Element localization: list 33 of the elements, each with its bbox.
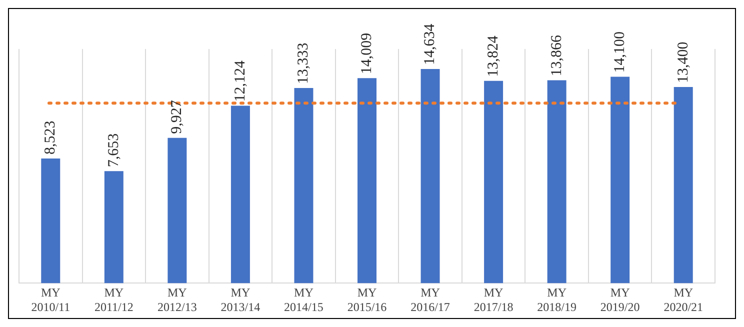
data-label: 13,866 [548,34,565,76]
data-label: 14,634 [422,23,438,65]
bar [41,158,60,284]
x-tick-label: MY 2014/15 [284,286,324,314]
bar [358,78,376,284]
x-tick-label: MY 2013/14 [220,286,260,314]
x-tick-label: MY 2015/16 [347,286,387,314]
bar [610,76,630,284]
bar [230,106,250,284]
data-label: 13,400 [675,42,692,84]
data-label: 12,124 [232,60,248,102]
x-tick-label: MY 2019/20 [600,286,640,314]
x-tick-label: MY 2010/11 [31,286,70,314]
bar [294,88,314,284]
bar [104,171,124,284]
x-tick-label: MY 2011/12 [94,286,134,314]
data-label: 13,824 [485,35,502,77]
x-tick-label: MY 2018/19 [537,286,576,314]
data-label: 14,100 [612,32,628,73]
x-tick-label: MY 2017/18 [474,286,514,314]
x-tick-label: MY 2016/17 [410,286,450,314]
data-label: 13,333 [296,42,312,84]
data-label: 9,927 [169,100,186,134]
data-label: 8,523 [42,120,59,154]
x-tick-label: MY 2012/13 [158,286,197,314]
data-label: 14,009 [358,32,375,74]
bar [547,80,566,284]
bar [168,138,187,284]
bar [420,68,440,284]
data-label: 7,653 [106,133,122,168]
x-tick-label: MY 2020/21 [664,286,704,314]
bar [484,80,504,284]
bar [674,87,693,284]
